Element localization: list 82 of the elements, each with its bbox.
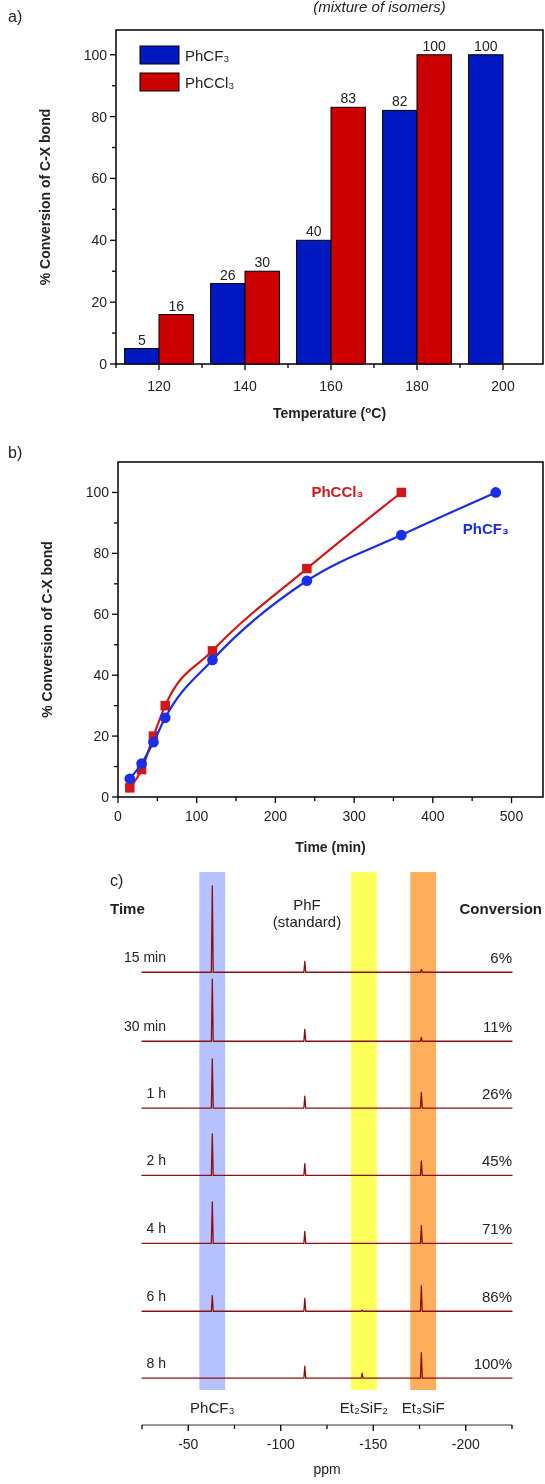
annotation: Conversion [459, 900, 542, 917]
x-axis-title: Time (min) [295, 839, 366, 855]
point [301, 575, 313, 587]
series-label: 1 h [146, 1085, 166, 1102]
x-tick-label: 500 [499, 808, 524, 824]
data-label: 30 [254, 254, 271, 271]
y-tick-label: 0 [101, 789, 110, 805]
point [160, 700, 170, 711]
text: (mixture of isomers) [313, 0, 446, 15]
data-label: 82 [392, 93, 408, 110]
annotation: 45% [481, 1152, 512, 1170]
y-tick-label: 80 [91, 108, 108, 125]
point [302, 563, 312, 574]
series-label: 15 min [123, 949, 166, 966]
data-label: 5 [137, 331, 146, 348]
legend-label: PhCCl₃ [185, 74, 235, 91]
data-label: 26 [220, 266, 236, 283]
y-tick-label: 40 [93, 667, 110, 684]
band-label: PhCF₃ [190, 1399, 235, 1416]
point [396, 487, 407, 498]
y-tick-label: 20 [91, 294, 108, 311]
y-tick-label: 60 [93, 606, 110, 623]
y-axis-title: % Conversion of C-X bond [39, 541, 55, 718]
point [124, 773, 136, 785]
data-label: 100 [474, 37, 498, 54]
chart-title: a) [8, 8, 23, 25]
data-label: 83 [340, 90, 357, 107]
series-label: PhCCl₃ [311, 483, 364, 501]
chart-title: c) [110, 872, 124, 889]
chart-title: b) [8, 444, 23, 461]
x-axis-title: ppm [313, 1461, 341, 1477]
point [159, 712, 171, 724]
series-label: 4 h [146, 1220, 166, 1237]
x-tick-label: -50 [178, 1436, 199, 1452]
y-tick-label: 0 [99, 356, 108, 372]
series-label: 8 h [146, 1355, 166, 1372]
series-label: PhCF₃ [462, 520, 509, 538]
annotation: PhF (standard) [272, 896, 342, 931]
point [125, 783, 135, 793]
y-tick-label: 60 [91, 170, 108, 187]
y-tick-label: 40 [91, 232, 108, 249]
data-label: 40 [306, 223, 322, 240]
point [395, 529, 407, 541]
y-tick-label: 100 [85, 484, 110, 501]
point [490, 487, 502, 498]
series-label: 6 h [146, 1288, 166, 1305]
point [207, 654, 218, 666]
x-tick-label: 200 [263, 808, 288, 824]
band-label: Et₂SiF₂ [339, 1399, 389, 1416]
x-tick-label: 200 [491, 378, 515, 394]
x-tick-label: 180 [405, 378, 429, 394]
x-tick-label: -150 [359, 1436, 388, 1452]
series-label: 30 min [123, 1018, 166, 1035]
data-label: 100 [422, 37, 447, 54]
band-label: Et₃SiF [401, 1399, 445, 1416]
annotation: 11% [483, 1018, 512, 1036]
annotation: 86% [481, 1288, 512, 1306]
legend-label: PhCF₃ [185, 47, 230, 64]
annotation: 6% [490, 949, 512, 967]
y-axis-title: % Conversion of C-X bond [37, 108, 53, 286]
annotation: 71% [481, 1220, 512, 1238]
annotation: Time [110, 900, 145, 917]
x-tick-label: -100 [266, 1436, 295, 1452]
x-tick-label: -200 [451, 1436, 480, 1452]
x-tick-label: 100 [185, 808, 209, 824]
point [207, 646, 218, 656]
y-tick-label: 100 [83, 46, 108, 63]
x-tick-label: 160 [319, 378, 343, 394]
x-tick-label: 0 [114, 808, 123, 824]
x-axis-title: Temperature ($^{o}$C) [272, 403, 387, 421]
x-tick-label: 120 [147, 378, 171, 394]
x-tick-label: 140 [233, 378, 257, 394]
annotation: 26% [481, 1085, 512, 1103]
data-label: 16 [168, 297, 185, 314]
point [136, 758, 147, 769]
y-tick-label: 80 [93, 545, 110, 562]
point [148, 736, 159, 748]
x-tick-label: 400 [421, 808, 445, 824]
x-tick-label: 300 [342, 808, 366, 824]
y-tick-label: 20 [93, 728, 110, 745]
series-label: 2 h [146, 1152, 166, 1169]
annotation: 100% [473, 1355, 512, 1373]
